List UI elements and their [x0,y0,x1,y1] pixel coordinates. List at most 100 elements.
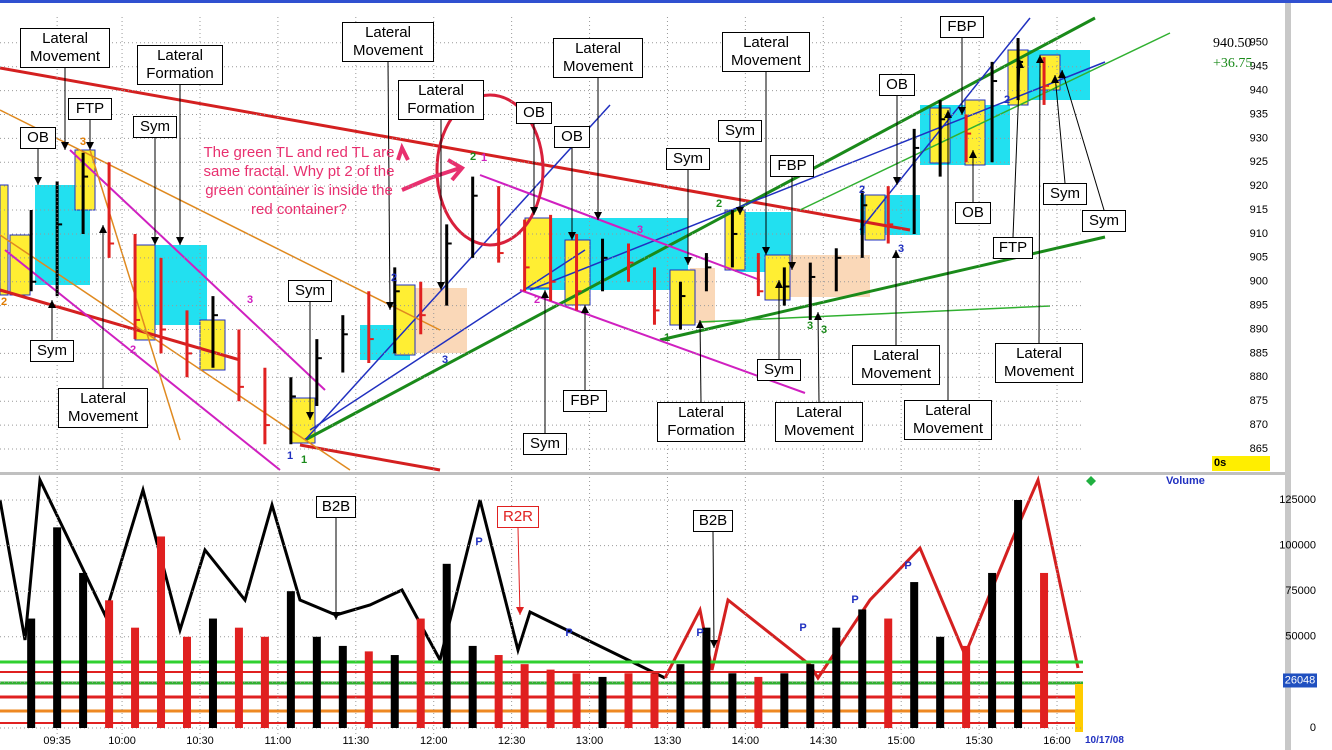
annotation: Lateral Movement [852,345,940,385]
arrow-head [332,612,340,620]
volume-bar [702,627,711,728]
volume-bar [79,572,88,728]
x-tick-label: 14:30 [810,735,838,747]
arrow-head [958,107,966,115]
y-tick-label: 920 [1250,180,1268,192]
x-tick-label: 10:00 [108,735,136,747]
volume-bar [260,636,269,728]
volume-bar [988,572,997,728]
x-tick-label: 14:00 [732,735,760,747]
annotation-arrow [387,61,391,311]
arrow-head [969,150,977,158]
arrow-head [696,320,704,328]
annotation: Lateral Formation [657,402,745,442]
y-tick-label: 930 [1250,132,1268,144]
top-border [0,0,1332,3]
point-label: 2 [716,198,722,210]
point-label: 1 [481,152,487,164]
volume-bar [442,563,451,728]
x-tick-label: 13:30 [654,735,682,747]
y-tick-label: 945 [1250,61,1268,73]
arrow-head [788,262,796,270]
arrow-head [581,305,589,313]
y-tick-label: 905 [1250,252,1268,264]
pink-arrow [401,158,466,192]
y-tick-label: 865 [1250,443,1268,455]
annotation: Sym [718,120,762,142]
annotation: Lateral Movement [553,38,643,78]
volume-bar [131,627,140,728]
annotation: FTP [68,98,112,120]
arrow-head [306,412,314,420]
point-label: 3 [807,320,813,332]
point-label: 2 [130,344,136,356]
arrow-head [516,607,524,615]
arrow-head [34,177,42,185]
y-tick-label: 915 [1250,204,1268,216]
volume-bar [416,618,425,728]
volume-bar [598,676,607,728]
annotation-arrow [712,531,715,649]
volume-bar [806,664,815,728]
annotation: Lateral Movement [904,400,992,440]
x-tick-label: 10:30 [186,735,214,747]
volume-bar [1040,572,1049,728]
arrows [34,38,1105,649]
y-tick-label: 100000 [1279,539,1316,551]
annotation: B2B [316,496,356,518]
trend-line [304,104,611,441]
container [790,255,870,297]
annotation: FBP [940,16,984,38]
volume-bar [780,673,789,728]
x-tick-label: 11:00 [265,735,292,747]
container [150,245,207,325]
annotation: Sym [523,433,567,455]
point-label: 2 [534,294,540,306]
annotation: Sym [133,116,177,138]
annotation: Sym [30,340,74,362]
arrow-head [814,312,822,320]
annotation: FBP [770,155,814,177]
y-tick-label: 870 [1250,419,1268,431]
x-tick-label: 15:30 [965,735,993,747]
volume-bar [858,609,867,728]
arrow-head [176,237,184,245]
volume-bar [1014,499,1023,728]
volume-bar [728,673,737,728]
annotation: OB [516,102,552,124]
x-tick-label: 12:30 [498,735,526,747]
last-volume-label: 26048 [1285,674,1316,686]
point-label: 1 [301,454,307,466]
point-label: 2 [1004,94,1010,106]
volume-bar [338,645,347,728]
highlight [669,269,696,326]
volume-bar [234,627,243,728]
comment: The green TL and red TL are same fractal… [203,144,395,218]
y-tick-label: 50000 [1285,631,1316,643]
annotation: B2B [693,510,733,532]
volume-bar [546,669,555,728]
y-tick-label: 925 [1250,156,1268,168]
volume-bar [494,655,503,728]
x-tick-label: 16:00 [1043,735,1071,747]
annotation: Lateral Movement [342,22,434,62]
annotation: OB [955,202,991,224]
trend-line [0,288,241,362]
volume-bar [520,664,529,728]
y-tick-label: 935 [1250,108,1268,120]
annotation: OB [554,126,590,148]
point-label: P [696,627,703,639]
trend-line [299,443,441,472]
annotation: FBP [563,390,607,412]
annotation: Sym [1043,183,1087,205]
x-tick-label: 15:00 [887,735,915,747]
container [410,288,467,353]
arrow-head [151,237,159,245]
y-tick-label: 910 [1250,228,1268,240]
volume-bar [572,673,581,728]
volume-swing [0,474,666,680]
x-tick-label: 12:00 [420,735,448,747]
highlight [394,284,416,356]
